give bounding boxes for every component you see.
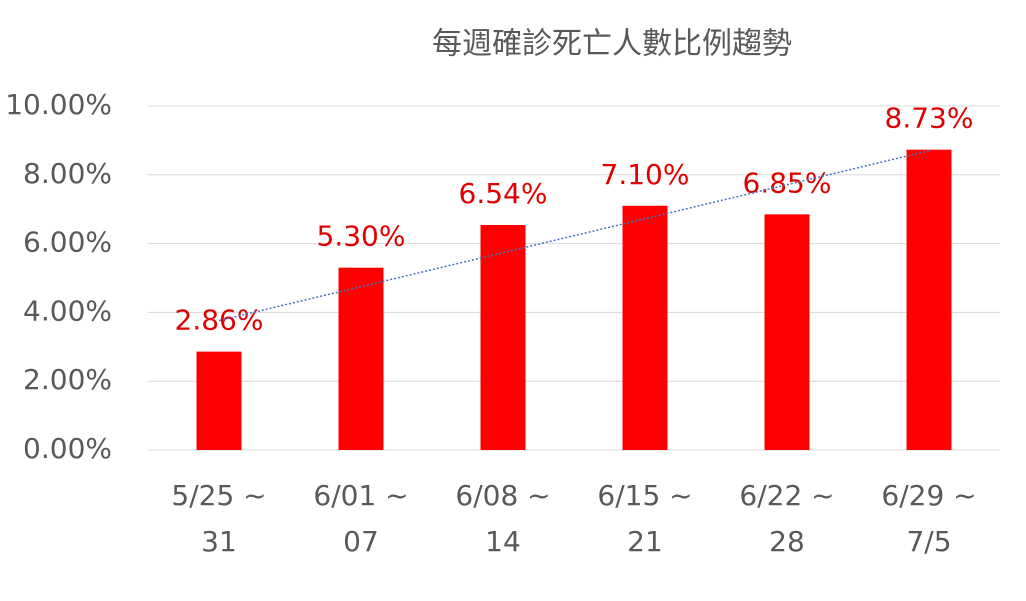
trendline [218, 150, 930, 322]
value-label: 7.10% [601, 158, 690, 191]
value-label: 5.30% [317, 220, 406, 253]
x-tick-line: 6/08 ~ [455, 479, 550, 512]
y-tick-label: 8.00% [23, 157, 112, 190]
bar [906, 149, 952, 451]
bar [338, 267, 384, 450]
x-tick-line: 6/22 ~ [739, 479, 834, 512]
x-tick-label: 6/29 ~ 7/5 [881, 479, 976, 558]
bar [480, 225, 526, 450]
x-tick-line: 07 [343, 525, 379, 558]
x-tick-line: 6/01 ~ [313, 479, 408, 512]
y-tick-label: 2.00% [23, 363, 112, 396]
y-tick-label: 6.00% [23, 226, 112, 259]
x-tick-label: 6/01 ~ 07 [313, 479, 408, 558]
x-tick-label: 6/15 ~ 21 [597, 479, 692, 558]
x-tick-line: 31 [201, 525, 237, 558]
x-tick-label: 6/22 ~ 28 [739, 479, 834, 558]
bar [622, 205, 668, 450]
value-label: 6.85% [743, 166, 832, 199]
y-tick-label: 10.00% [5, 88, 112, 121]
x-tick-label: 6/08 ~ 14 [455, 479, 550, 558]
x-tick-line: 7/5 [906, 525, 951, 558]
x-tick-line: 5/25 ~ [171, 479, 266, 512]
x-tick-line: 6/15 ~ [597, 479, 692, 512]
bar [196, 351, 242, 450]
y-tick-label: 4.00% [23, 294, 112, 327]
x-tick-line: 28 [769, 525, 805, 558]
bar [764, 214, 810, 450]
value-label: 8.73% [885, 102, 974, 135]
x-tick-line: 6/29 ~ [881, 479, 976, 512]
x-tick-line: 21 [627, 525, 663, 558]
value-label: 6.54% [459, 177, 548, 210]
x-tick-line: 14 [485, 525, 521, 558]
x-tick-label: 5/25 ~ 31 [171, 479, 266, 558]
y-tick-label: 0.00% [23, 432, 112, 465]
chart-title: 每週確診死亡人數比例趨勢 [432, 27, 792, 62]
